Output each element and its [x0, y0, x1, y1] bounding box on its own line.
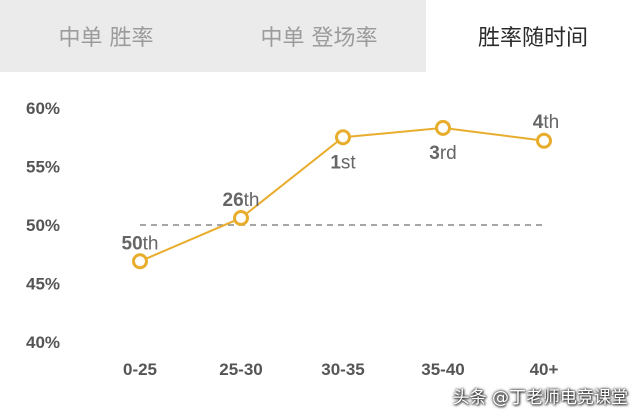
- x-tick-label: 40+: [530, 360, 559, 379]
- data-point: [233, 209, 249, 226]
- x-tick-label: 35-40: [421, 360, 464, 379]
- rank-label: 4th: [533, 112, 559, 133]
- rank-label: 50th: [122, 233, 159, 254]
- data-point: [335, 129, 351, 146]
- win-rate-line: [139, 126, 545, 263]
- rank-label: 26th: [223, 190, 260, 211]
- x-tick-label: 30-35: [321, 360, 364, 379]
- win-rate-chart: 40% 45% 50% 55% 60% 0-25 25-30 30-35 35-40 40+ 50t…: [26, 99, 559, 379]
- rank-label: 1st: [330, 152, 356, 173]
- rank-label: 3rd: [429, 143, 456, 164]
- x-tick-label: 25-30: [219, 360, 262, 379]
- data-point: [536, 132, 552, 149]
- tab-mid-win-rate[interactable]: 中单 胜率: [0, 0, 212, 72]
- y-tick-label: 45%: [26, 275, 60, 294]
- data-point: [435, 119, 451, 136]
- tab-mid-pick-rate[interactable]: 中单 登场率: [212, 0, 426, 72]
- y-tick-label: 50%: [26, 216, 60, 235]
- x-tick-label: 0-25: [123, 360, 157, 379]
- y-tick-label: 40%: [26, 333, 60, 352]
- tab-bar: 中单 胜率 中单 登场率 胜率随时间: [0, 0, 640, 72]
- tab-win-rate-over-time[interactable]: 胜率随时间: [426, 0, 640, 72]
- y-tick-label: 60%: [26, 99, 60, 118]
- data-point: [132, 253, 148, 270]
- watermark: 头条 @丁老师电竞课堂: [452, 388, 628, 408]
- y-tick-label: 55%: [26, 158, 60, 177]
